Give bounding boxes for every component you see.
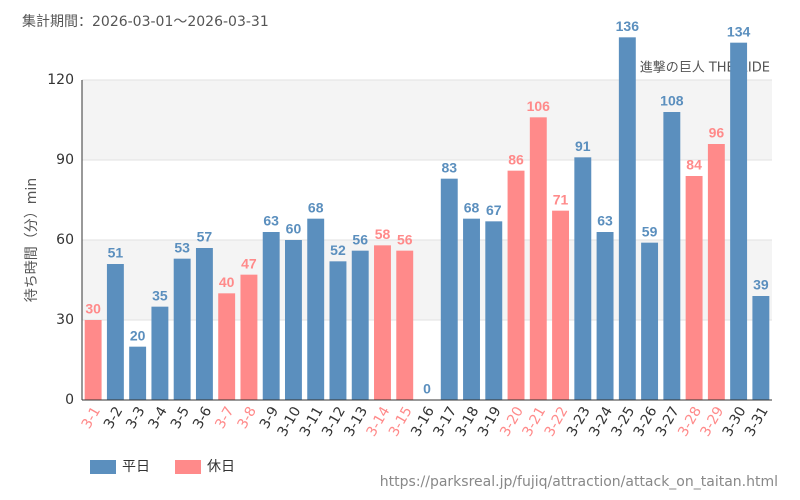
band bbox=[82, 80, 772, 160]
legend-label: 休日 bbox=[207, 459, 235, 475]
bar bbox=[663, 112, 681, 400]
bar bbox=[307, 218, 325, 400]
value-label: 91 bbox=[575, 138, 591, 154]
value-label: 51 bbox=[108, 245, 124, 261]
value-label: 84 bbox=[686, 157, 702, 173]
value-label: 86 bbox=[508, 151, 524, 167]
value-label: 35 bbox=[152, 287, 168, 303]
bar bbox=[485, 221, 503, 400]
bar bbox=[641, 242, 659, 400]
bar bbox=[129, 346, 147, 400]
bar bbox=[151, 306, 169, 400]
legend-label: 平日 bbox=[122, 459, 150, 475]
x-tick-label: 3-6 bbox=[190, 404, 215, 432]
value-label: 47 bbox=[241, 255, 257, 271]
bar bbox=[329, 261, 347, 400]
value-label: 63 bbox=[597, 213, 613, 229]
value-label: 40 bbox=[219, 274, 235, 290]
value-label: 56 bbox=[352, 231, 368, 247]
value-label: 0 bbox=[423, 381, 431, 397]
legend-swatch bbox=[175, 460, 201, 474]
value-label: 60 bbox=[286, 221, 302, 237]
x-tick-label: 3-1 bbox=[79, 404, 104, 432]
bar bbox=[618, 37, 636, 400]
bar bbox=[574, 157, 592, 400]
value-label: 63 bbox=[263, 213, 279, 229]
bar bbox=[84, 320, 102, 400]
chart-title: 集計期間：2026-03-01～2026-03-31 bbox=[22, 13, 269, 30]
bar bbox=[262, 232, 280, 400]
value-label: 39 bbox=[753, 277, 769, 293]
value-label: 134 bbox=[727, 23, 751, 39]
x-tick-label: 3-7 bbox=[212, 404, 237, 432]
x-tick-label: 3-31 bbox=[742, 404, 772, 440]
bar bbox=[284, 240, 302, 400]
value-label: 96 bbox=[709, 125, 725, 141]
value-label: 52 bbox=[330, 242, 346, 258]
value-label: 71 bbox=[553, 191, 569, 207]
bar bbox=[218, 293, 236, 400]
value-label: 67 bbox=[486, 202, 502, 218]
bar bbox=[240, 274, 258, 400]
value-label: 68 bbox=[464, 199, 480, 215]
bar bbox=[752, 296, 770, 400]
bar bbox=[507, 170, 525, 400]
bar bbox=[374, 245, 391, 400]
value-label: 57 bbox=[197, 229, 213, 245]
bar bbox=[440, 178, 458, 400]
y-tick-label: 60 bbox=[56, 232, 74, 248]
y-tick-label: 0 bbox=[65, 392, 74, 408]
y-tick-label: 90 bbox=[56, 152, 74, 168]
value-label: 53 bbox=[174, 239, 190, 255]
x-tick-label: 3-4 bbox=[146, 404, 171, 432]
y-tick-label: 30 bbox=[56, 312, 74, 328]
value-label: 58 bbox=[375, 226, 391, 242]
bar bbox=[529, 117, 547, 400]
bar bbox=[173, 258, 191, 400]
value-label: 108 bbox=[660, 93, 684, 109]
bar bbox=[707, 144, 725, 400]
bar bbox=[195, 248, 213, 400]
bar bbox=[685, 176, 703, 400]
y-axis-label: 待ち時間（分）min bbox=[24, 178, 40, 302]
value-label: 106 bbox=[527, 98, 551, 114]
x-tick-label: 3-5 bbox=[168, 404, 193, 432]
bar bbox=[596, 232, 614, 400]
value-label: 136 bbox=[616, 18, 640, 34]
source: https://parksreal.jp/fujiq/attraction/at… bbox=[380, 474, 778, 490]
x-tick-label: 3-8 bbox=[235, 404, 260, 432]
value-label: 20 bbox=[130, 327, 146, 343]
value-label: 59 bbox=[642, 223, 658, 239]
bar bbox=[106, 264, 124, 400]
chart-subtitle: 進撃の巨人 THE RIDE bbox=[640, 60, 770, 76]
bar bbox=[351, 250, 369, 400]
bar bbox=[396, 250, 414, 400]
value-label: 56 bbox=[397, 231, 413, 247]
value-label: 30 bbox=[85, 301, 101, 317]
bar bbox=[552, 210, 570, 400]
x-tick-label: 3-2 bbox=[101, 404, 126, 432]
y-tick-label: 120 bbox=[47, 72, 74, 88]
bar bbox=[463, 218, 480, 400]
value-label: 68 bbox=[308, 199, 324, 215]
value-label: 83 bbox=[441, 159, 457, 175]
bar bbox=[730, 42, 748, 401]
x-tick-label: 3-3 bbox=[123, 404, 148, 432]
legend-swatch bbox=[90, 460, 116, 474]
